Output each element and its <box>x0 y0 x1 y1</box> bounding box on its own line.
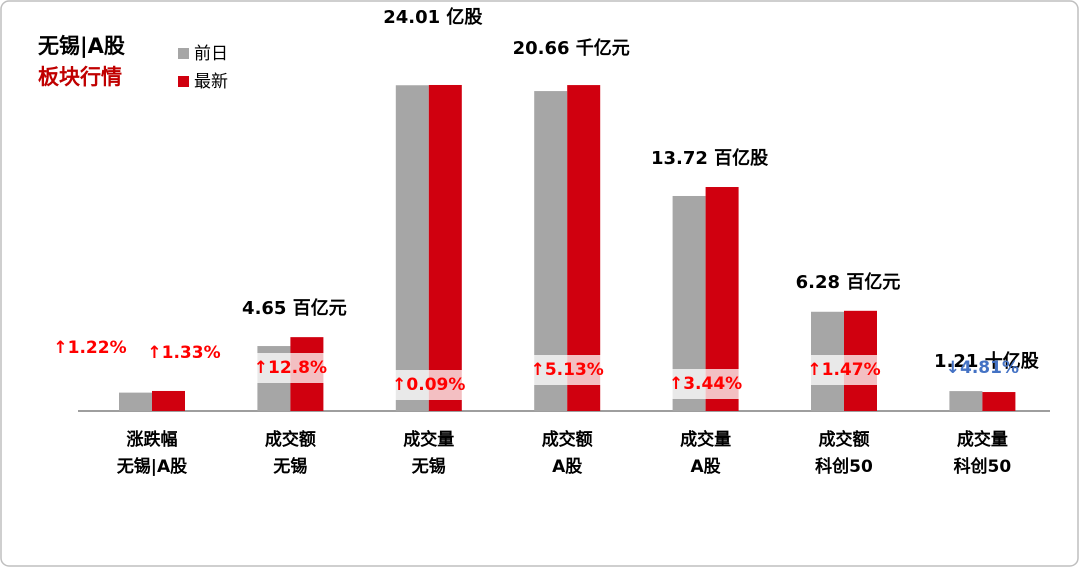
bar <box>395 85 429 411</box>
bar <box>152 390 185 411</box>
x-tick-label: 无锡 <box>272 456 307 477</box>
change-label: ↑5.13% <box>531 360 604 380</box>
x-tick-label: 成交量 <box>403 429 454 450</box>
change-label: ↑1.33% <box>147 343 220 363</box>
change-label: ↓4.81% <box>946 358 1019 378</box>
value-label: 20.66 千亿元 <box>513 37 630 59</box>
value-label: 24.01 亿股 <box>383 6 483 28</box>
x-tick-label: 成交量 <box>680 429 731 450</box>
change-label: ↑12.8% <box>254 358 327 378</box>
x-tick-label: 涨跌幅 <box>127 429 178 450</box>
legend-label: 最新 <box>194 72 228 92</box>
label-bg <box>389 370 468 400</box>
x-tick-label: 成交额 <box>542 429 593 450</box>
label-bg <box>666 369 745 399</box>
bar <box>119 392 152 411</box>
x-tick-label: 科创50 <box>815 456 873 477</box>
bar <box>428 84 462 412</box>
change-label: ↑0.09% <box>392 375 465 395</box>
legend-swatch <box>178 48 189 59</box>
legend-label: 前日 <box>194 44 228 64</box>
value-label: 6.28 百亿元 <box>796 271 901 293</box>
value-label: 13.72 百亿股 <box>651 147 769 169</box>
value-label: 1.21 十亿股 <box>934 350 1040 372</box>
change-label: ↑1.47% <box>807 360 880 380</box>
x-tick-label: 科创50 <box>954 456 1012 477</box>
chart-subtitle: 板块行情 <box>38 65 122 89</box>
label-bg <box>528 355 607 385</box>
x-tick-label: 无锡 <box>411 456 446 477</box>
legend-swatch <box>178 76 189 87</box>
x-tick-label: A股 <box>691 457 721 477</box>
x-tick-label: 无锡|A股 <box>116 456 187 477</box>
x-tick-label: 成交量 <box>957 429 1008 450</box>
bar <box>949 391 983 411</box>
change-label: ↑3.44% <box>669 374 742 394</box>
bar <box>982 392 1016 411</box>
x-tick-label: 成交额 <box>819 429 870 450</box>
change-label: ↑1.22% <box>53 338 126 358</box>
label-bg <box>251 353 330 383</box>
chart-title: 无锡|A股 <box>38 34 125 59</box>
label-bg <box>805 355 883 385</box>
x-tick-label: A股 <box>552 457 582 477</box>
value-label: 4.65 百亿元 <box>242 297 347 319</box>
x-tick-label: 成交额 <box>265 429 316 450</box>
